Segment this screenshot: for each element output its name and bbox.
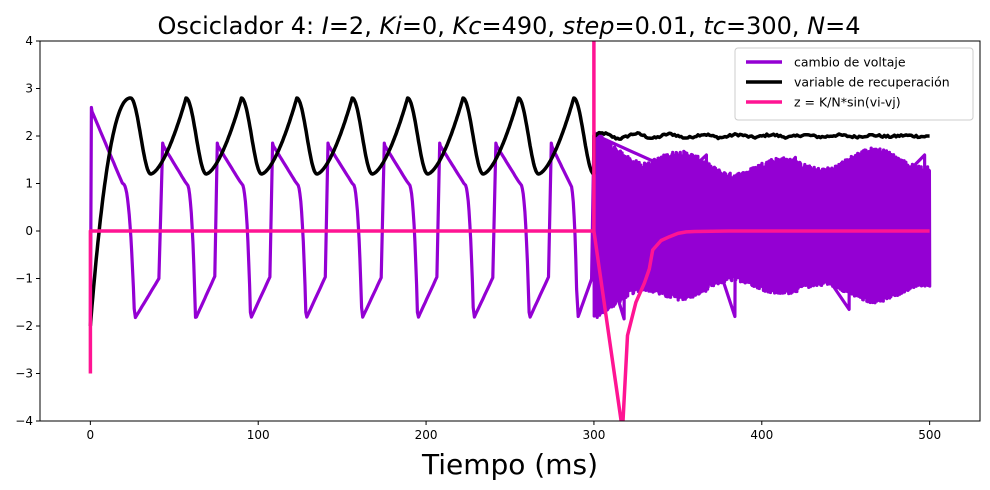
- series-line-voltage: [88, 105, 932, 327]
- y-tick-label: −3: [15, 367, 33, 381]
- series-layer: [88, 41, 932, 421]
- title-prefix: Osciclador 4:: [158, 12, 322, 40]
- x-tick-label: 100: [247, 428, 270, 442]
- y-tick-label: 4: [25, 34, 33, 48]
- series-line-recovery: [88, 96, 930, 327]
- legend-label-coupling: z = K/N*sin(vi-vj): [794, 95, 901, 110]
- y-tick-label: 3: [25, 82, 33, 96]
- y-tick-label: 0: [25, 224, 33, 238]
- title-param-value: =0.01,: [615, 12, 704, 40]
- y-axis-ticks: −4 −3 −2 −1 0 1 2 3 4: [15, 34, 40, 428]
- legend: cambio de voltaje variable de recuperaci…: [734, 47, 974, 121]
- chart-title: Osciclador 4: I=2, Ki=0, Kc=490, step=0.…: [158, 12, 861, 40]
- x-tick-label: 400: [750, 428, 773, 442]
- title-param-name: Ki: [379, 12, 402, 40]
- title-param-value: =300,: [726, 12, 807, 40]
- legend-label-voltage: cambio de voltaje: [794, 55, 906, 70]
- x-axis-label: Tiempo (ms): [421, 448, 598, 481]
- x-tick-label: 500: [918, 428, 941, 442]
- title-param-name: I: [322, 12, 329, 40]
- title-param-name: tc: [703, 12, 726, 40]
- y-tick-label: −1: [15, 272, 33, 286]
- title-param-value: =2,: [329, 12, 380, 40]
- x-tick-label: 200: [415, 428, 438, 442]
- legend-label-recovery: variable de recuperación: [794, 75, 950, 90]
- x-tick-label: 0: [87, 428, 95, 442]
- series-line-coupling: [88, 41, 930, 421]
- y-tick-label: 1: [25, 177, 33, 191]
- title-param-value: =490,: [481, 12, 562, 40]
- x-axis-ticks: 0 100 200 300 400 500: [87, 421, 941, 442]
- title-param-name: N: [807, 12, 825, 40]
- title-param-value: =0,: [402, 12, 453, 40]
- y-tick-label: 2: [25, 129, 33, 143]
- x-tick-label: 300: [582, 428, 605, 442]
- title-param-value: =4: [825, 12, 860, 40]
- title-param-name: step: [563, 12, 615, 40]
- legend-frame: [734, 47, 974, 121]
- y-tick-label: −2: [15, 319, 33, 333]
- y-tick-label: −4: [15, 414, 33, 428]
- title-param-name: Kc: [453, 12, 482, 40]
